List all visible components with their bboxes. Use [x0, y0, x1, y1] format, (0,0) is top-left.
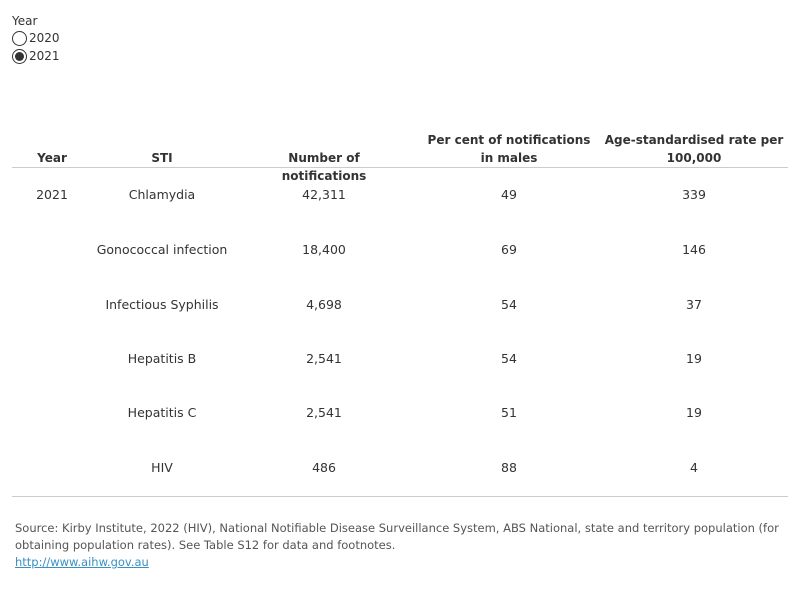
source-note: Source: Kirby Institute, 2022 (HIV), Nat…: [15, 520, 785, 571]
table-cell: 54: [501, 351, 517, 366]
table-cell: Infectious Syphilis: [105, 297, 219, 312]
radio-2020[interactable]: 2020: [12, 29, 60, 47]
table-cell: 37: [686, 297, 702, 312]
table-cell: 19: [686, 405, 702, 420]
header-sti: STI: [151, 151, 173, 165]
radio-label: 2021: [29, 49, 60, 63]
table-cell: Chlamydia: [128, 187, 196, 202]
radio-label: 2020: [29, 31, 60, 45]
table-cell: 49: [501, 187, 517, 202]
table-cell: 19: [686, 351, 702, 366]
table-cell: 42,311: [302, 187, 346, 202]
table-cell: 339: [682, 187, 706, 202]
radio-unselected-icon[interactable]: [12, 30, 27, 46]
table-cell: HIV: [151, 460, 173, 475]
table-cell: Gonococcal infection: [96, 242, 228, 257]
header-divider: [12, 167, 788, 168]
radio-selected-icon[interactable]: [12, 48, 27, 64]
source-link[interactable]: http://www.aihw.gov.au: [15, 555, 149, 569]
table-cell: 51: [501, 405, 517, 420]
header-rate: Age-standardised rate per 100,000: [604, 133, 784, 165]
table-cell: 4,698: [306, 297, 342, 312]
header-year: Year: [37, 151, 67, 165]
table-cell: 4: [690, 460, 698, 475]
source-text: Source: Kirby Institute, 2022 (HIV), Nat…: [15, 521, 779, 552]
table-cell: 2,541: [306, 351, 342, 366]
year-filter: Year 2020 2021: [12, 14, 60, 65]
table-cell: 88: [501, 460, 517, 475]
table-cell: 2021: [36, 187, 68, 202]
table-cell: 486: [312, 460, 336, 475]
table-cell: 69: [501, 242, 517, 257]
table-cell: 18,400: [302, 242, 346, 257]
table-cell: Hepatitis C: [127, 405, 197, 420]
table-cell: 146: [682, 242, 706, 257]
header-percent-males: Per cent of notifications in males: [427, 133, 591, 165]
table-cell: 54: [501, 297, 517, 312]
table-cell: Hepatitis B: [127, 351, 197, 366]
filter-title: Year: [12, 14, 38, 28]
radio-2021[interactable]: 2021: [12, 47, 60, 65]
header-notifications: Number of notifications: [281, 151, 367, 183]
table-cell: 2,541: [306, 405, 342, 420]
table-bottom-divider: [12, 496, 788, 497]
